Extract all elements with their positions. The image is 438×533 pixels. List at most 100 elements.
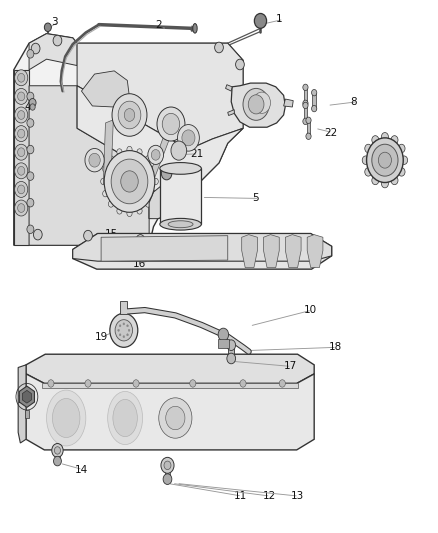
Polygon shape bbox=[307, 120, 310, 136]
Text: 9: 9 bbox=[387, 150, 394, 160]
Circle shape bbox=[18, 185, 25, 194]
Circle shape bbox=[128, 329, 130, 332]
Polygon shape bbox=[226, 85, 232, 91]
Circle shape bbox=[119, 334, 121, 336]
Polygon shape bbox=[26, 374, 314, 450]
Circle shape bbox=[164, 461, 171, 470]
Text: 13: 13 bbox=[291, 491, 304, 501]
Circle shape bbox=[306, 117, 311, 124]
Circle shape bbox=[18, 111, 25, 119]
Polygon shape bbox=[304, 87, 307, 103]
Polygon shape bbox=[307, 235, 323, 268]
Polygon shape bbox=[14, 70, 29, 245]
Polygon shape bbox=[165, 465, 170, 478]
Polygon shape bbox=[149, 175, 199, 219]
Polygon shape bbox=[25, 410, 29, 418]
Polygon shape bbox=[304, 106, 307, 122]
Circle shape bbox=[398, 144, 405, 153]
Circle shape bbox=[365, 167, 372, 176]
Circle shape bbox=[27, 92, 34, 101]
Circle shape bbox=[365, 144, 372, 153]
Polygon shape bbox=[101, 236, 228, 261]
Circle shape bbox=[166, 406, 185, 430]
Circle shape bbox=[279, 379, 286, 387]
Circle shape bbox=[27, 198, 34, 207]
Ellipse shape bbox=[46, 390, 86, 446]
Circle shape bbox=[381, 179, 389, 188]
Polygon shape bbox=[231, 83, 286, 127]
Circle shape bbox=[102, 190, 108, 197]
Circle shape bbox=[127, 147, 132, 153]
Circle shape bbox=[151, 166, 156, 173]
Circle shape bbox=[159, 398, 192, 438]
Circle shape bbox=[18, 166, 25, 175]
Circle shape bbox=[84, 230, 92, 241]
Polygon shape bbox=[81, 71, 130, 107]
Polygon shape bbox=[228, 110, 234, 116]
Circle shape bbox=[391, 176, 398, 185]
Circle shape bbox=[367, 138, 403, 182]
Circle shape bbox=[101, 178, 106, 184]
Circle shape bbox=[162, 114, 180, 135]
Circle shape bbox=[108, 156, 113, 162]
Text: 12: 12 bbox=[263, 491, 276, 501]
Circle shape bbox=[215, 42, 223, 53]
Circle shape bbox=[18, 129, 25, 138]
Polygon shape bbox=[14, 34, 243, 245]
Circle shape bbox=[14, 200, 28, 216]
Circle shape bbox=[372, 136, 379, 144]
Ellipse shape bbox=[160, 219, 201, 230]
Circle shape bbox=[118, 329, 120, 332]
Circle shape bbox=[218, 328, 229, 341]
Ellipse shape bbox=[108, 391, 143, 445]
Circle shape bbox=[254, 13, 267, 28]
Polygon shape bbox=[29, 34, 77, 70]
Circle shape bbox=[85, 149, 104, 172]
Circle shape bbox=[123, 323, 125, 325]
Circle shape bbox=[53, 35, 62, 46]
Circle shape bbox=[14, 88, 28, 104]
Circle shape bbox=[378, 152, 392, 168]
Text: 17: 17 bbox=[284, 361, 297, 372]
Circle shape bbox=[117, 208, 122, 214]
Circle shape bbox=[44, 23, 51, 31]
Circle shape bbox=[227, 353, 236, 364]
Circle shape bbox=[104, 151, 155, 212]
Circle shape bbox=[303, 84, 308, 91]
Circle shape bbox=[161, 457, 174, 473]
Text: 2: 2 bbox=[155, 20, 162, 30]
Ellipse shape bbox=[113, 399, 138, 437]
Circle shape bbox=[190, 379, 196, 387]
Text: 16: 16 bbox=[133, 259, 146, 269]
Polygon shape bbox=[160, 168, 201, 224]
Circle shape bbox=[33, 229, 42, 240]
Circle shape bbox=[306, 133, 311, 140]
Circle shape bbox=[372, 144, 398, 176]
Polygon shape bbox=[218, 339, 229, 348]
Circle shape bbox=[14, 181, 28, 197]
Circle shape bbox=[102, 166, 108, 173]
Polygon shape bbox=[55, 450, 60, 459]
Circle shape bbox=[30, 104, 35, 110]
Polygon shape bbox=[42, 383, 297, 387]
Polygon shape bbox=[77, 86, 243, 219]
Text: 21: 21 bbox=[191, 149, 204, 159]
Circle shape bbox=[18, 74, 25, 82]
Circle shape bbox=[381, 133, 389, 141]
Circle shape bbox=[14, 126, 28, 142]
Polygon shape bbox=[29, 86, 149, 245]
Circle shape bbox=[115, 320, 133, 341]
Circle shape bbox=[119, 325, 121, 327]
Polygon shape bbox=[18, 365, 26, 443]
Circle shape bbox=[121, 171, 138, 192]
Circle shape bbox=[236, 59, 244, 70]
Circle shape bbox=[127, 210, 132, 216]
Circle shape bbox=[145, 201, 151, 207]
Polygon shape bbox=[103, 120, 113, 184]
Circle shape bbox=[29, 99, 36, 107]
Circle shape bbox=[53, 456, 61, 466]
Circle shape bbox=[27, 225, 34, 233]
Circle shape bbox=[227, 340, 236, 351]
Circle shape bbox=[151, 190, 156, 197]
Text: 19: 19 bbox=[95, 332, 108, 342]
